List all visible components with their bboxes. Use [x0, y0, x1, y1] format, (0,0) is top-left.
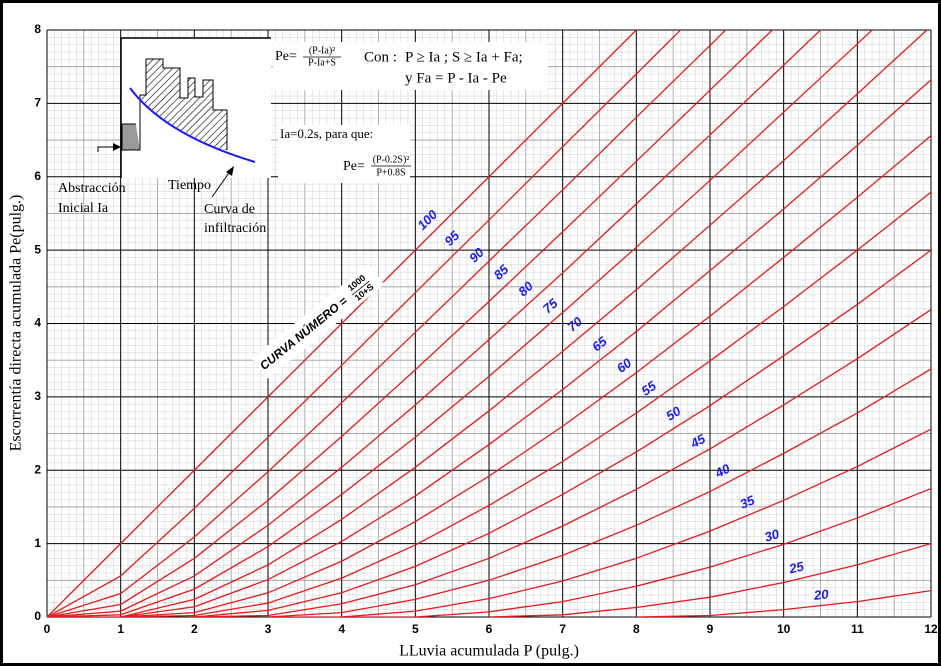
conditions-line: y Fa = P - Ia - Pe — [405, 70, 507, 86]
x-tick-label: 12 — [924, 622, 938, 636]
y-tick-label: 0 — [34, 609, 41, 623]
ia-note: Ia=0.2s, para que: — [280, 126, 373, 141]
formula-lhs: Pe= — [275, 49, 297, 64]
y-tick-label: 3 — [34, 389, 41, 403]
formula-denominator: P+0.8S — [376, 167, 405, 178]
inset-label: infiltración — [204, 221, 266, 236]
x-tick-label: 0 — [44, 622, 51, 636]
y-tick-label: 4 — [34, 316, 41, 330]
x-tick-label: 6 — [486, 622, 493, 636]
x-tick-label: 2 — [191, 622, 198, 636]
x-tick-label: 1 — [117, 622, 124, 636]
y-tick-label: 2 — [34, 462, 41, 476]
y-axis-title: Escorrentía directa acumulada Pe(pulg.) — [8, 195, 25, 452]
inset-label: Curva de — [204, 202, 255, 217]
formula-denominator: P-Ia+S — [308, 57, 336, 68]
x-tick-label: 8 — [633, 622, 640, 636]
inset-label: Inicial Ia — [58, 201, 109, 216]
curve-label: 20 — [812, 586, 830, 603]
y-tick-label: 7 — [34, 96, 41, 110]
x-tick-label: 3 — [265, 622, 272, 636]
y-tick-label: 1 — [34, 536, 41, 550]
x-axis-title: LLuvia acumulada P (pulg.) — [399, 643, 579, 660]
y-tick-label: 8 — [34, 22, 41, 36]
inset-label: Tiempo — [168, 178, 211, 193]
x-tick-label: 9 — [707, 622, 714, 636]
conditions-lead: Con : — [364, 49, 397, 65]
x-tick-label: 11 — [851, 622, 864, 636]
conditions-line: P ≥ Ia ; S ≥ Ia + Fa; — [405, 49, 523, 65]
y-tick-label: 6 — [34, 169, 41, 183]
chart: 10095908580757065605550454035302520 Abst… — [0, 0, 941, 666]
formula-numerator: (P-Ia)² — [309, 45, 335, 56]
y-tick-label: 5 — [34, 242, 41, 256]
inset-label: Abstracción — [58, 181, 126, 196]
x-tick-label: 5 — [412, 622, 419, 636]
formula-lhs: Pe= — [343, 159, 365, 174]
x-tick-label: 7 — [559, 622, 566, 636]
x-tick-label: 4 — [338, 622, 345, 636]
formula-numerator: (P-0.2S)² — [373, 154, 410, 165]
x-tick-label: 10 — [777, 622, 791, 636]
